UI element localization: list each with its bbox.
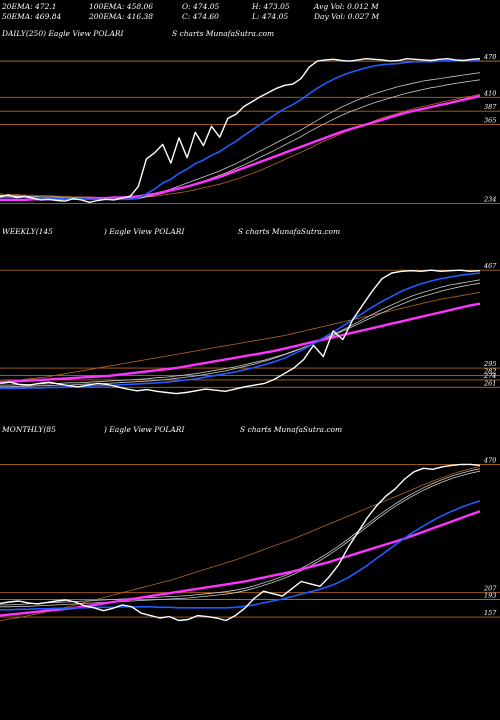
weekly-ema-fast-line (0, 272, 481, 390)
monthly-level-label: 157 (484, 609, 497, 617)
open-stat: O: 474.05 (182, 2, 220, 11)
ema20-stat: 20EMA: 472.1 (2, 2, 57, 11)
daily-level-label: 470 (483, 53, 496, 61)
monthly-level-label: 207 (483, 585, 497, 593)
close-stat: C: 474.60 (182, 12, 219, 21)
monthly-title-left: MONTHLY(85 (2, 425, 56, 434)
weekly-ma-brown-line (0, 291, 481, 383)
weekly-level-label: 261 (483, 379, 496, 387)
monthly-ma-brown-line (0, 465, 481, 621)
daily-level-label: 387 (484, 103, 497, 111)
daily-ma-grey-1-line (0, 72, 481, 200)
monthly-ema-fast-line (0, 500, 481, 611)
weekly-level-label: 295 (483, 360, 496, 368)
daily-title-right: S charts MunafaSutra.com (172, 29, 275, 38)
daily-level-label: 365 (484, 116, 496, 124)
monthly-title-mid: ) Eagle View POLARI (104, 425, 185, 434)
ema200-stat: 200EMA: 416.38 (89, 12, 154, 21)
weekly-ema-slow-line (0, 302, 481, 384)
weekly-level-label: 282 (483, 367, 496, 375)
daily-ma-brown-line (0, 93, 481, 198)
weekly-level-label: 274 (483, 372, 496, 380)
daily-ema-slow-line (0, 94, 481, 202)
weekly-title-mid: ) Eagle View POLARI (104, 227, 185, 236)
low-stat: L: 474.05 (252, 12, 289, 21)
weekly-price-line (0, 269, 481, 395)
daily-ema-fast-line (0, 59, 480, 201)
daily-level-label: 234 (483, 196, 496, 204)
weekly-title-left: WEEKLY(145 (2, 227, 53, 236)
day-vol-stat: Day Vol: 0.027 M (314, 12, 380, 21)
monthly-ma-grey-2-line (0, 468, 481, 606)
ema50-stat: 50EMA: 469.84 (2, 12, 62, 21)
high-stat: H: 473.05 (252, 2, 290, 11)
weekly-ma-grey-1-line (0, 279, 481, 388)
weekly-title-right: S charts MunafaSutra.com (238, 227, 341, 236)
avg-vol-stat: Avg Vol: 0.012 M (314, 2, 379, 11)
monthly-level-label: 470 (483, 456, 496, 464)
ema100-stat: 100EMA: 458.06 (89, 2, 154, 11)
weekly-ma-grey-2-line (0, 282, 481, 386)
daily-level-label: 410 (483, 89, 496, 97)
monthly-level-label: 193 (484, 592, 496, 600)
monthly-title-right: S charts MunafaSutra.com (240, 425, 343, 434)
daily-title-left: DAILY(250) Eagle View POLARI (2, 29, 124, 38)
weekly-level-label: 467 (483, 262, 497, 270)
daily-price-line (0, 58, 481, 204)
monthly-price-line (0, 463, 481, 622)
